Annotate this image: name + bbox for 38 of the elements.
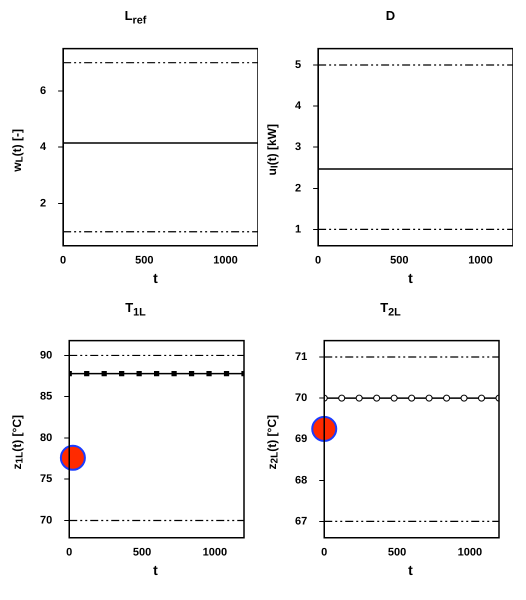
x-tick-label: 1000 xyxy=(202,546,228,558)
y-tick-label: 4 xyxy=(40,141,47,154)
x-axis-title: t xyxy=(407,270,414,288)
x-tick-label: 500 xyxy=(132,546,152,558)
y-tick-label: 70 xyxy=(294,392,308,404)
chart-title: D xyxy=(384,8,396,25)
y-tick-label: 69 xyxy=(294,433,308,446)
y-tick-label: 3 xyxy=(294,141,302,154)
x-tick-label: 500 xyxy=(390,254,408,266)
y-tick-label: 2 xyxy=(40,198,46,210)
y-tick-label: 80 xyxy=(40,432,52,444)
x-tick-label: 0 xyxy=(60,254,66,266)
x-tick-label: 1000 xyxy=(458,546,482,558)
x-tick-label: 0 xyxy=(321,546,328,558)
y-tick-label: 4 xyxy=(294,100,302,112)
y-tick-label: 90 xyxy=(40,349,52,362)
x-tick-label: 500 xyxy=(135,254,154,266)
x-tick-label: 0 xyxy=(66,546,72,558)
x-axis-title: t xyxy=(152,270,159,288)
y-tick-label: 67 xyxy=(294,515,308,528)
y-tick-label: 1 xyxy=(294,223,302,236)
y-tick-label: 5 xyxy=(294,59,302,72)
y-tick-label: 70 xyxy=(40,514,52,527)
y-tick-label: 71 xyxy=(294,351,308,364)
x-axis-title: t xyxy=(407,562,414,580)
chart-title: T$_{1L}$ xyxy=(124,300,147,321)
chart-title: T$_{2L}$ xyxy=(379,300,402,321)
x-tick-label: 0 xyxy=(315,254,322,266)
x-tick-label: 1000 xyxy=(468,254,493,266)
y-tick-label: 68 xyxy=(294,474,308,486)
y-tick-label: 85 xyxy=(40,390,52,403)
y-tick-label: 2 xyxy=(294,182,302,194)
x-tick-label: 500 xyxy=(388,546,406,558)
chart-title: L$_{ref}$ xyxy=(124,8,148,29)
y-tick-label: 6 xyxy=(40,84,46,97)
y-tick-label: 75 xyxy=(40,473,52,486)
x-axis-title: t xyxy=(152,562,159,580)
x-tick-label: 1000 xyxy=(213,254,238,266)
